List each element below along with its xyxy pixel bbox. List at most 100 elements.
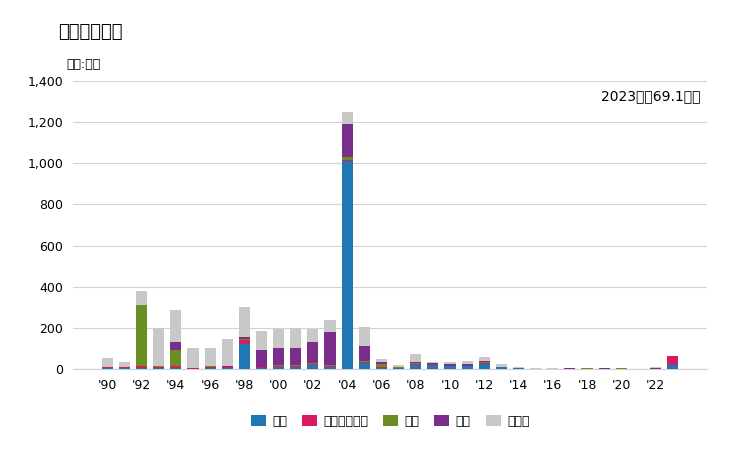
Bar [461,361,472,364]
Bar [667,365,678,369]
Bar [547,368,558,369]
Bar [359,362,370,363]
Bar [650,367,661,368]
Bar [187,368,198,369]
Bar [324,365,335,366]
Bar [119,367,130,369]
Bar [205,348,216,366]
Bar [273,367,284,369]
Bar [256,351,267,367]
Bar [171,366,182,368]
Bar [530,368,541,369]
Text: 単位:トン: 単位:トン [66,58,101,71]
Bar [273,329,284,348]
Bar [153,368,164,369]
Bar [342,161,353,369]
Bar [205,367,216,369]
Bar [445,364,456,365]
Bar [239,340,250,344]
Bar [342,112,353,124]
Bar [427,362,438,364]
Bar [324,366,335,367]
Bar [273,366,284,367]
Bar [376,368,387,369]
Bar [119,362,130,367]
Bar [410,354,421,362]
Bar [342,157,353,160]
Bar [308,365,319,369]
Text: 輸出量の推移: 輸出量の推移 [58,22,122,40]
Bar [256,368,267,369]
Bar [410,365,421,369]
Bar [324,320,335,332]
Bar [342,124,353,157]
Legend: タイ, インドネシア, 韓国, 中国, その他: タイ, インドネシア, 韓国, 中国, その他 [246,410,534,433]
Bar [153,366,164,367]
Bar [582,368,593,369]
Bar [273,348,284,365]
Bar [393,368,404,369]
Bar [102,367,113,368]
Bar [290,348,301,365]
Bar [479,357,490,361]
Bar [256,331,267,351]
Bar [427,365,438,369]
Bar [239,339,250,340]
Bar [479,362,490,364]
Bar [256,367,267,368]
Bar [324,332,335,365]
Bar [290,365,301,366]
Bar [102,358,113,367]
Bar [239,307,250,337]
Bar [171,342,182,350]
Bar [410,364,421,365]
Bar [324,367,335,369]
Bar [308,363,319,364]
Bar [599,368,609,369]
Bar [273,365,284,366]
Bar [461,364,472,365]
Bar [513,368,524,369]
Bar [479,364,490,369]
Bar [342,160,353,161]
Bar [136,291,147,305]
Bar [290,367,301,369]
Bar [410,362,421,364]
Bar [513,367,524,368]
Bar [290,328,301,348]
Bar [479,361,490,362]
Bar [171,368,182,369]
Text: 2023年：69.1トン: 2023年：69.1トン [601,90,701,104]
Bar [239,337,250,339]
Bar [496,367,507,369]
Bar [359,327,370,346]
Bar [445,362,456,364]
Bar [205,366,216,367]
Bar [667,356,678,365]
Bar [496,364,507,367]
Bar [376,359,387,362]
Bar [136,305,147,366]
Bar [359,361,370,362]
Bar [290,366,301,367]
Bar [171,350,182,366]
Bar [187,348,198,368]
Bar [359,346,370,361]
Bar [650,368,661,369]
Bar [308,342,319,363]
Bar [222,366,233,367]
Bar [222,367,233,369]
Bar [376,364,387,367]
Bar [171,310,182,342]
Bar [461,366,472,369]
Bar [102,368,113,369]
Bar [136,368,147,369]
Bar [616,368,627,369]
Bar [393,364,404,367]
Bar [239,344,250,369]
Bar [359,363,370,369]
Bar [376,367,387,368]
Bar [153,328,164,366]
Bar [136,366,147,368]
Bar [445,366,456,369]
